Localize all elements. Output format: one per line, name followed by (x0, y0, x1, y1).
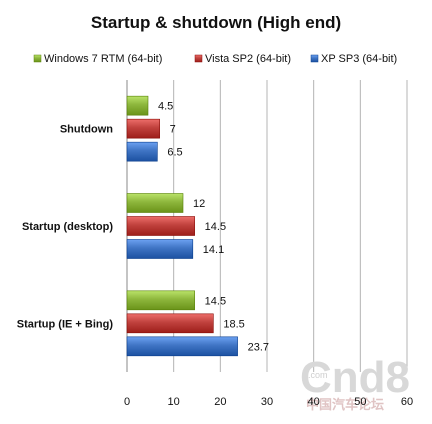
watermark-logo: Cnd8 .com 中国汽车论坛 (300, 353, 410, 412)
data-label-1-2: 7 (170, 124, 176, 136)
legend-label-2: Vista SP2 (64-bit) (205, 53, 291, 65)
data-label-2-1: 12 (193, 198, 205, 210)
x-tick-label-30: 30 (261, 396, 273, 408)
svg-text:Cnd8: Cnd8 (300, 353, 410, 402)
data-label-1-3: 6.5 (167, 147, 182, 159)
data-label-1-1: 4.5 (158, 101, 173, 113)
data-label-3-2: 18.5 (223, 318, 244, 330)
legend-swatch-2 (194, 54, 203, 63)
bar-2-2 (126, 216, 195, 236)
gridlines (126, 80, 408, 372)
category-label-2: Startup (desktop) (22, 221, 113, 233)
category-label-3: Startup (IE + Bing) (17, 318, 114, 330)
category-label-1: Shutdown (60, 124, 113, 136)
x-axis-ticks: 0 10 20 30 40 50 60 (124, 396, 413, 408)
data-label-2-2: 14.5 (205, 221, 226, 233)
bar-1-3 (126, 141, 158, 162)
x-tick-label-40: 40 (308, 396, 320, 408)
data-label-3-3: 23.7 (248, 341, 269, 353)
x-tick-label-50: 50 (354, 396, 366, 408)
legend: Windows 7 RTM (64-bit) Vista SP2 (64-bit)… (33, 53, 397, 65)
legend-label-1: Windows 7 RTM (64-bit) (44, 53, 162, 65)
data-label-3-1: 14.5 (205, 295, 226, 307)
bar-3-2 (126, 313, 214, 334)
legend-label-3: XP SP3 (64-bit) (321, 53, 397, 65)
bar-1-1 (126, 95, 149, 116)
data-label-2-3: 14.1 (203, 244, 224, 256)
bar-1-2 (126, 118, 160, 139)
bar-2-1 (126, 193, 184, 213)
bar-3-3 (126, 336, 238, 357)
svg-text:.com: .com (308, 370, 328, 380)
legend-swatch-1 (33, 54, 42, 63)
legend-swatch-3 (310, 54, 319, 63)
x-tick-label-0: 0 (124, 396, 130, 408)
category-labels: Shutdown Startup (desktop) Startup (IE + B… (17, 124, 114, 331)
x-tick-label-60: 60 (401, 396, 413, 408)
bar-3-1 (126, 290, 195, 311)
bar-2-3 (126, 239, 194, 259)
x-tick-label-10: 10 (168, 396, 180, 408)
x-tick-label-20: 20 (214, 396, 226, 408)
chart-title: Startup & shutdown (High end) (91, 13, 341, 32)
svg-text:中国汽车论坛: 中国汽车论坛 (306, 397, 384, 412)
